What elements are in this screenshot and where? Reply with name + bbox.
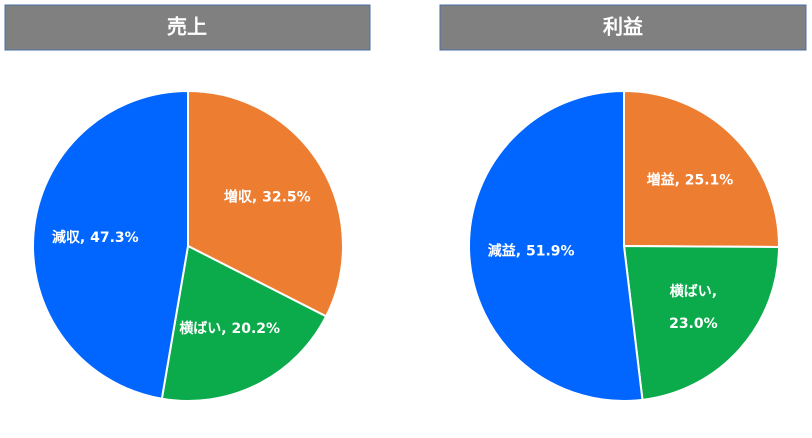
- chart-title: 利益: [603, 15, 643, 39]
- data-label: 横ばい, 20.2%: [179, 320, 280, 337]
- data-label: 増益, 25.1%: [647, 171, 734, 188]
- data-label: 横ばい, 23.0%: [669, 283, 718, 332]
- pie-slice: [187, 89, 344, 318]
- pie-slice: [623, 89, 780, 248]
- chart-title: 売上: [167, 15, 207, 39]
- pie-slice: [32, 89, 189, 400]
- pie-slice: [622, 244, 781, 402]
- title-bar: [4, 4, 371, 51]
- data-label: 減益, 51.9%: [488, 243, 575, 260]
- data-label: 減収, 47.3%: [52, 229, 139, 246]
- pie-slice: [160, 244, 328, 402]
- data-label: 増収, 32.5%: [224, 188, 311, 205]
- title-bar: [439, 4, 807, 51]
- pie-slice: [468, 89, 644, 402]
